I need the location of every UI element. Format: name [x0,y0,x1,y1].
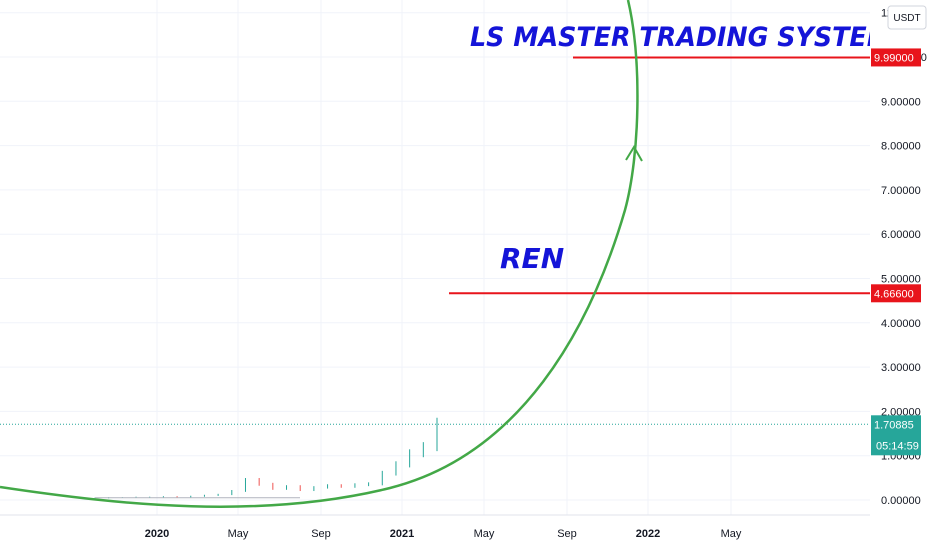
x-tick-label: May [228,528,249,540]
current-price-tag [871,415,921,456]
price-axis-background [870,0,932,550]
grid-lines [0,0,870,515]
y-tick-label: 3.00000 [881,362,921,374]
y-tick-label: 6.00000 [881,229,921,241]
x-tick-label: 2020 [145,528,169,540]
x-tick-label: 2022 [636,528,660,540]
y-tick-label: 4.00000 [881,318,921,330]
x-tick-label: Sep [557,528,577,540]
price-tags: 9.99000 4.66600 1.70885 05:14:59 [871,48,921,456]
projection-curve [0,0,643,508]
y-tick-label: 9.00000 [881,96,921,108]
level-price-tag [871,48,921,67]
level-price-tag-label: 9.99000 [874,52,914,64]
y-tick-label: 5.00000 [881,274,921,286]
currency-label: USDT [893,13,920,24]
projection-arrow-icon [625,145,643,162]
level-lines [449,56,870,295]
current-price-label: 1.70885 [874,419,914,431]
candle-countdown-label: 05:14:59 [876,440,919,452]
x-tick-label: Sep [311,528,331,540]
annotation-title: LS MASTER TRADING SYSTEM [470,22,892,53]
level-price-tag [871,284,921,303]
x-tick-label: May [721,528,742,540]
projection-curve-path [0,0,639,508]
level-price-tag-label: 4.66600 [874,288,914,300]
annotations: LS MASTER TRADING SYSTEM REN [470,22,892,275]
x-tick-label: 2021 [390,528,414,540]
time-axis[interactable]: 2020 May Sep 2021 May Sep 2022 May [0,514,870,540]
currency-badge[interactable]: USDT [887,5,927,30]
y-tick-label: 0.00000 [881,495,921,507]
y-tick-label: 8.00000 [881,141,921,153]
currency-badge-box [887,5,927,30]
price-series [0,417,870,499]
y-tick-label: 7.00000 [881,185,921,197]
price-axis[interactable]: 0.000001.000002.000003.000004.000005.000… [870,0,932,550]
x-tick-label: May [474,528,495,540]
annotation-ticker: REN [500,242,564,275]
